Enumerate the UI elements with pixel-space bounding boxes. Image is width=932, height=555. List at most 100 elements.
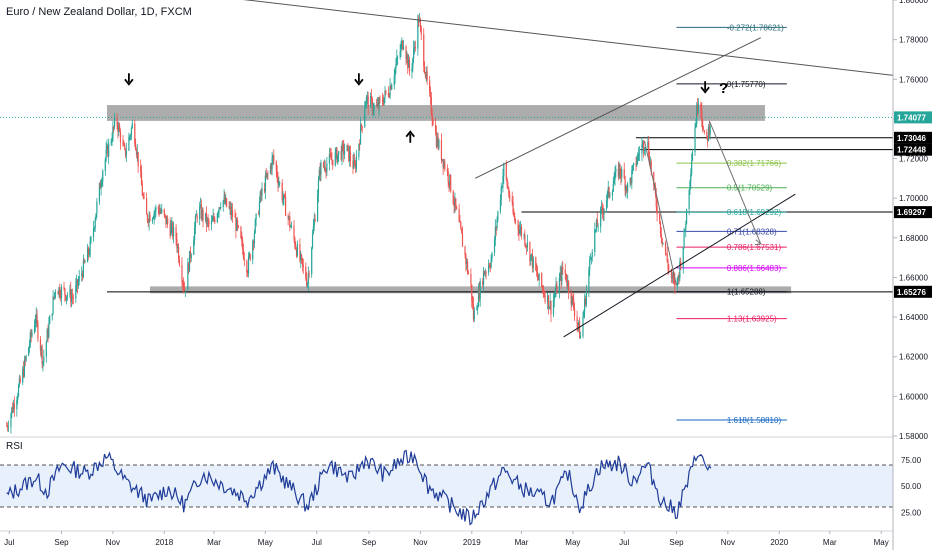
candle-body bbox=[295, 249, 298, 256]
candle-body bbox=[70, 288, 72, 302]
fib-level-label: 0.382(1.71766) bbox=[727, 159, 782, 168]
candle-body bbox=[236, 219, 239, 226]
candle-body bbox=[413, 46, 416, 48]
candle-body bbox=[596, 220, 598, 227]
candle-body bbox=[477, 306, 479, 309]
candle-body bbox=[119, 125, 121, 132]
candle-body bbox=[130, 128, 133, 136]
candle-body bbox=[588, 269, 590, 291]
price-badge-label: 1.65276 bbox=[897, 288, 926, 297]
candle-body bbox=[234, 216, 236, 218]
candle-body bbox=[370, 96, 373, 99]
candle-body bbox=[607, 187, 609, 192]
price-badges-layer: 1.74077 1.73046 1.72448 1.69297 1.65276 bbox=[894, 111, 932, 298]
candle-body bbox=[328, 154, 330, 164]
candle-body bbox=[523, 234, 525, 236]
candle-body bbox=[242, 249, 245, 259]
candle-body bbox=[590, 257, 593, 259]
candle-body bbox=[429, 92, 432, 98]
candle-body bbox=[220, 206, 222, 208]
candle-body bbox=[694, 127, 696, 153]
candle-body bbox=[554, 293, 556, 297]
candle-body bbox=[263, 188, 266, 192]
candle-body bbox=[165, 215, 167, 225]
candle-body bbox=[169, 223, 171, 236]
candle-body bbox=[225, 198, 227, 204]
candle-body bbox=[102, 170, 104, 182]
candle-body bbox=[66, 294, 68, 297]
candle-body bbox=[423, 34, 425, 67]
candle-body bbox=[461, 228, 463, 234]
candle-body bbox=[388, 95, 390, 97]
x-tick-label: Sep bbox=[669, 538, 684, 547]
candle-body bbox=[313, 219, 315, 227]
candle-body bbox=[659, 221, 662, 234]
candle-body bbox=[629, 177, 631, 184]
candle-body bbox=[76, 279, 78, 286]
candle-body bbox=[419, 20, 421, 27]
chart-title: Euro / New Zealand Dollar, 1D, FXCM bbox=[6, 6, 192, 18]
candle-body bbox=[24, 359, 26, 361]
candle-body bbox=[525, 244, 527, 246]
candle-body bbox=[689, 181, 691, 191]
candle-body bbox=[453, 203, 455, 206]
candle-body bbox=[19, 378, 21, 383]
candle-body bbox=[402, 41, 404, 50]
candle-body bbox=[488, 265, 491, 267]
candle-body bbox=[460, 222, 462, 229]
candle-body bbox=[635, 163, 637, 166]
candle-body bbox=[414, 46, 416, 49]
candle-body bbox=[266, 173, 268, 177]
candle-body bbox=[71, 296, 73, 302]
candle-body bbox=[682, 247, 684, 268]
candle-body bbox=[119, 131, 122, 143]
candle-body bbox=[288, 216, 290, 218]
candle-body bbox=[371, 98, 373, 111]
candle-body bbox=[637, 153, 640, 155]
candle-body bbox=[149, 214, 151, 222]
candle-body bbox=[236, 219, 238, 231]
candle-body bbox=[334, 152, 336, 166]
candle-body bbox=[614, 171, 616, 180]
candle-body bbox=[340, 151, 342, 160]
candle-body bbox=[77, 281, 79, 286]
candle-body bbox=[560, 272, 562, 282]
candle-body bbox=[499, 199, 502, 212]
candle-body bbox=[483, 271, 486, 275]
candle-body bbox=[397, 57, 399, 58]
candle-body bbox=[648, 141, 650, 156]
candle-body bbox=[647, 141, 649, 148]
candle-body bbox=[402, 46, 405, 50]
candle-body bbox=[182, 281, 184, 284]
candle-body bbox=[526, 242, 528, 248]
candle-body bbox=[206, 218, 208, 225]
candle-body bbox=[537, 277, 539, 281]
candle-body bbox=[78, 275, 80, 282]
candle-body bbox=[381, 99, 384, 102]
candle-body bbox=[696, 105, 698, 125]
candle-body bbox=[323, 166, 325, 168]
candle-body bbox=[104, 159, 106, 171]
x-tick-label: Nov bbox=[721, 538, 735, 547]
candle-body bbox=[671, 275, 673, 279]
candle-body bbox=[35, 314, 37, 321]
candle-body bbox=[395, 63, 397, 69]
fib-level-label: 0.5(1.70529) bbox=[727, 184, 773, 193]
candle-body bbox=[272, 155, 274, 158]
y-tick-label: 1.64000 bbox=[899, 313, 928, 322]
candle-body bbox=[636, 161, 638, 166]
candle-body bbox=[113, 117, 116, 127]
candle-body bbox=[567, 281, 569, 286]
candle-body bbox=[255, 213, 257, 220]
candle-body bbox=[72, 297, 74, 299]
candle-body bbox=[617, 168, 619, 177]
price-badge-label: 1.69297 bbox=[897, 208, 926, 217]
candle-body bbox=[376, 103, 379, 107]
candle-body bbox=[300, 254, 302, 261]
candle-body bbox=[158, 208, 160, 214]
forecast-arrow-head bbox=[754, 239, 762, 246]
candle-body bbox=[513, 212, 515, 217]
markers-layer: ? bbox=[124, 73, 728, 143]
candle-body bbox=[436, 137, 438, 147]
fibonacci-layer: -0.272(1.78621) 0(1.75770) 0.382(1.71766) 0… bbox=[676, 23, 787, 425]
